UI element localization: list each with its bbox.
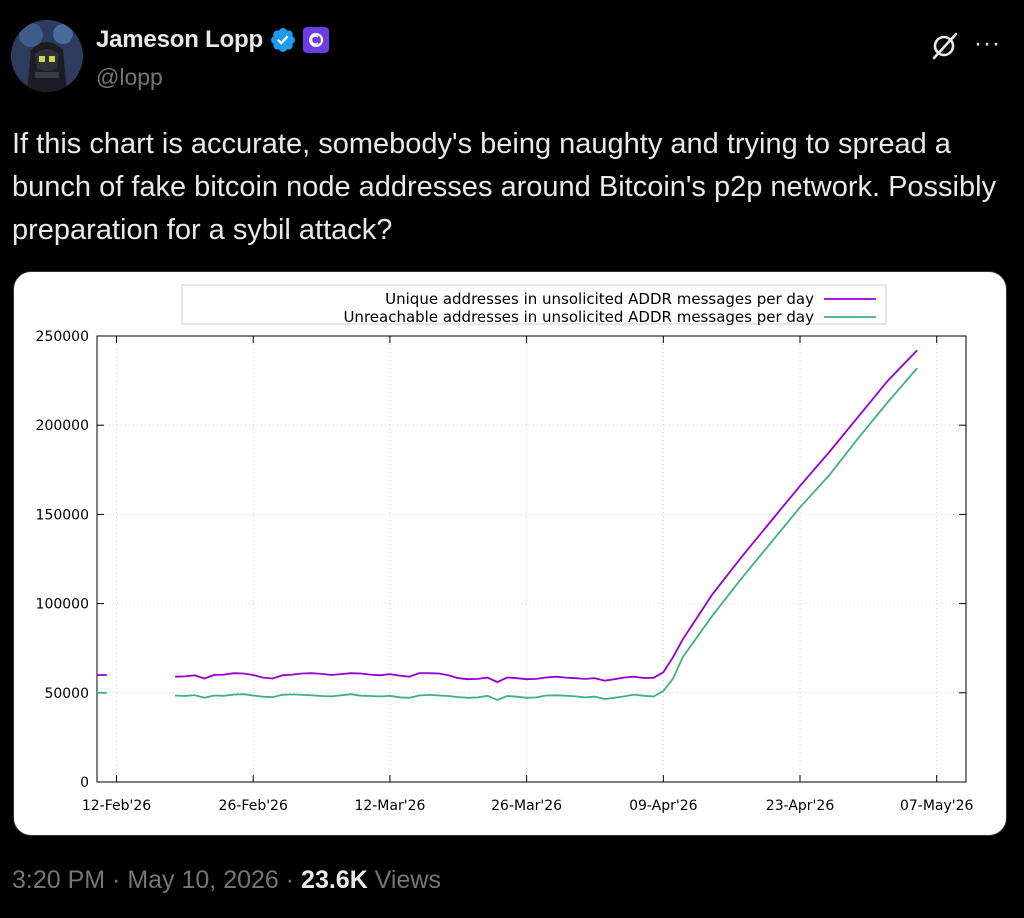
x-tick-label: 26-Mar'26 [491,798,562,814]
footer-separator: · [105,866,128,894]
affiliate-badge-icon[interactable] [302,27,329,53]
x-tick-label: 23-Apr'26 [766,798,835,814]
author-name[interactable]: Jameson Lopp [96,26,263,53]
y-tick-label: 250000 [36,329,89,345]
x-tick-label: 12-Mar'26 [354,798,425,814]
legend-label: Unreachable addresses in unsolicited ADD… [343,308,814,326]
y-tick-label: 0 [80,775,89,791]
x-tick-label: 26-Feb'26 [219,798,288,814]
line-chart: 0 50000 100000 150000 200000 250000 12-Feb'26 2… [36,284,974,814]
y-tick-label: 50000 [44,686,89,702]
x-tick-label: 07-May'26 [900,798,974,814]
more-options-button[interactable]: ··· [974,30,1001,57]
post-time[interactable]: 3:20 PM [12,866,106,894]
series-line-1 [97,349,918,684]
author-handle[interactable]: @lopp [96,64,163,90]
grok-icon[interactable] [928,28,962,62]
tweet-text: If this chart is accurate, somebody's be… [12,128,997,246]
tweet-media-chart[interactable]: 0 50000 100000 150000 200000 250000 12-Feb'26 2… [13,271,1007,836]
plot-area-border [96,335,967,783]
y-tick-label: 100000 [36,597,89,613]
x-tick-label: 09-Apr'26 [629,798,698,814]
author-row: Jameson Lopp [96,26,329,54]
post-date[interactable]: May 10, 2026 [127,866,279,894]
views-label: Views [367,866,441,894]
views-count: 23.6K [301,866,368,894]
y-tick-label: 200000 [36,418,89,434]
tweet-footer: 3:20 PM · May 10, 2026 · 23.6K Views [12,866,441,895]
footer-separator: · [278,866,302,894]
avatar[interactable] [11,20,83,92]
y-tick-label: 150000 [36,507,89,523]
legend-label: Unique addresses in unsolicited ADDR mes… [385,290,814,308]
verified-badge-icon [271,28,295,52]
series-line-2 [97,367,918,701]
x-tick-label: 12-Feb'26 [82,798,151,814]
chart-legend-box [181,284,887,325]
